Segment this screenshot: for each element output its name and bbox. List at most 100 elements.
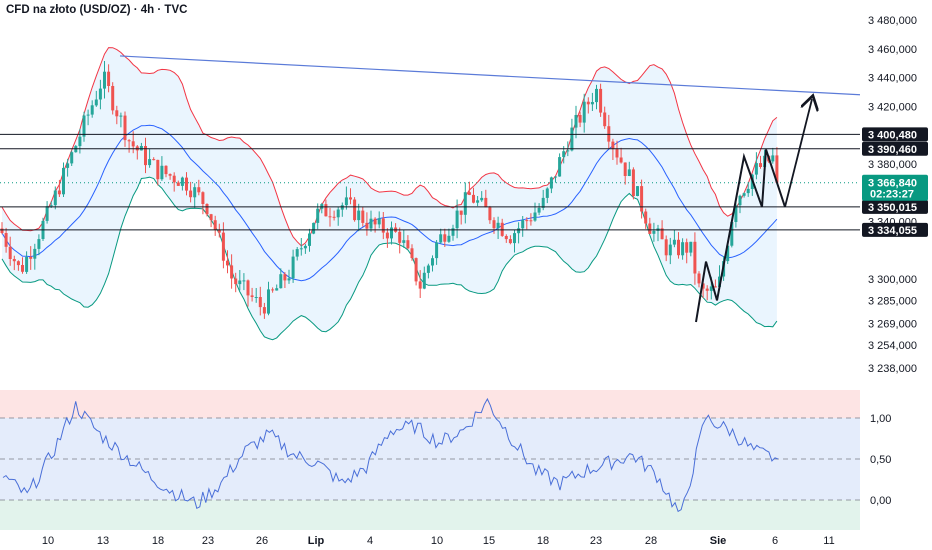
- candle-body: [197, 187, 201, 193]
- candle-body: [660, 228, 664, 240]
- candle-body: [746, 188, 750, 194]
- level-price-tag-text: 3 350,015: [868, 202, 917, 214]
- candle-body: [644, 211, 648, 224]
- candle-body: [504, 236, 508, 240]
- candle-body: [451, 228, 455, 236]
- candle-body: [53, 190, 57, 206]
- drawings: [119, 55, 861, 323]
- candle-body: [525, 220, 529, 222]
- candle-body: [533, 212, 537, 221]
- candle-body: [545, 188, 549, 198]
- candle-body: [484, 197, 488, 208]
- level-price-tag: [862, 127, 928, 142]
- price-tick-label: 3 440,000: [868, 73, 917, 85]
- candle-body: [537, 207, 541, 213]
- candle-body: [168, 174, 172, 176]
- candle-body: [369, 218, 373, 229]
- candle-body: [472, 194, 475, 203]
- candle-body: [476, 200, 480, 203]
- candle-body: [713, 286, 717, 288]
- candle-body: [299, 248, 303, 250]
- candle-body: [529, 220, 533, 222]
- level-price-tag-text: 3 400,480: [868, 129, 917, 141]
- candle-body: [705, 288, 709, 291]
- candle-body: [664, 239, 668, 256]
- candle-body: [541, 197, 545, 208]
- bollinger-band-fill: [2, 47, 777, 340]
- candle-body: [111, 86, 115, 111]
- candle-body: [107, 71, 111, 86]
- candle-body: [611, 141, 615, 150]
- candle-body: [759, 163, 762, 167]
- candle-body: [49, 205, 53, 207]
- candle-body: [279, 274, 283, 289]
- candle-body: [685, 242, 689, 253]
- candle-body: [29, 256, 33, 259]
- price-tick-label: 3 460,000: [868, 44, 917, 56]
- candle-body: [275, 288, 279, 291]
- candle-body: [549, 177, 553, 189]
- candle-body: [180, 177, 184, 186]
- candle-body: [328, 216, 332, 218]
- time-tick-label: 10: [431, 535, 443, 547]
- candle-body: [164, 165, 168, 175]
- candle-body: [619, 157, 623, 163]
- candle-body: [90, 105, 94, 115]
- candle-body: [226, 260, 229, 266]
- level-price-tag-text: 3 390,460: [868, 144, 917, 156]
- time-tick-label: 18: [152, 535, 164, 547]
- candle-body: [492, 220, 496, 229]
- candle-body: [336, 209, 340, 218]
- candle-body: [726, 245, 730, 262]
- last-price-text: 3 366,840: [868, 178, 917, 190]
- candle-body: [599, 88, 603, 113]
- candle-body: [267, 289, 270, 314]
- candle-body: [697, 273, 701, 284]
- candle-body: [45, 206, 49, 221]
- candle-body: [566, 150, 570, 152]
- candle-body: [623, 162, 627, 176]
- candle-body: [258, 297, 262, 308]
- candle-body: [283, 274, 287, 281]
- candle-body: [414, 258, 418, 282]
- candle-body: [590, 102, 594, 105]
- candle-body: [221, 232, 225, 261]
- candle-body: [738, 195, 742, 206]
- candle-body: [66, 163, 70, 168]
- osc-tick-label: 1,00: [870, 413, 891, 425]
- price-tick-label: 3 285,000: [868, 295, 917, 307]
- candle-body: [303, 245, 307, 249]
- price-tick-label: 3 480,000: [868, 15, 917, 27]
- candle-body: [8, 246, 12, 259]
- candle-body: [488, 207, 492, 221]
- time-tick-label: 23: [202, 535, 214, 547]
- candle-body: [357, 210, 361, 221]
- bollinger-lower-line: [1, 176, 778, 341]
- candle-body: [496, 222, 500, 229]
- candle-body: [94, 99, 98, 106]
- candle-body: [316, 208, 320, 223]
- candle-body: [312, 222, 316, 234]
- time-tick-label: 18: [537, 535, 549, 547]
- candle-body: [324, 204, 328, 217]
- candle-body: [672, 239, 676, 245]
- candle-body: [586, 101, 590, 105]
- candle-body: [123, 115, 127, 141]
- time-tick-label: 15: [483, 535, 495, 547]
- candle-body: [480, 197, 484, 201]
- level-price-tag: [862, 141, 928, 156]
- candle-body: [238, 280, 242, 285]
- candle-body: [406, 240, 410, 249]
- candle-body: [21, 265, 24, 272]
- time-tick-label: 6: [772, 535, 778, 547]
- candle-body: [615, 149, 619, 158]
- candle-body: [156, 159, 160, 180]
- last-price-tag: [862, 174, 928, 201]
- candle-body: [771, 155, 775, 162]
- candle-body: [332, 216, 336, 218]
- candle-body: [603, 112, 607, 127]
- candle-body: [57, 190, 61, 195]
- candle-body: [652, 230, 656, 234]
- price-tick-label: 3 300,000: [868, 274, 917, 286]
- time-tick-label: 10: [42, 535, 54, 547]
